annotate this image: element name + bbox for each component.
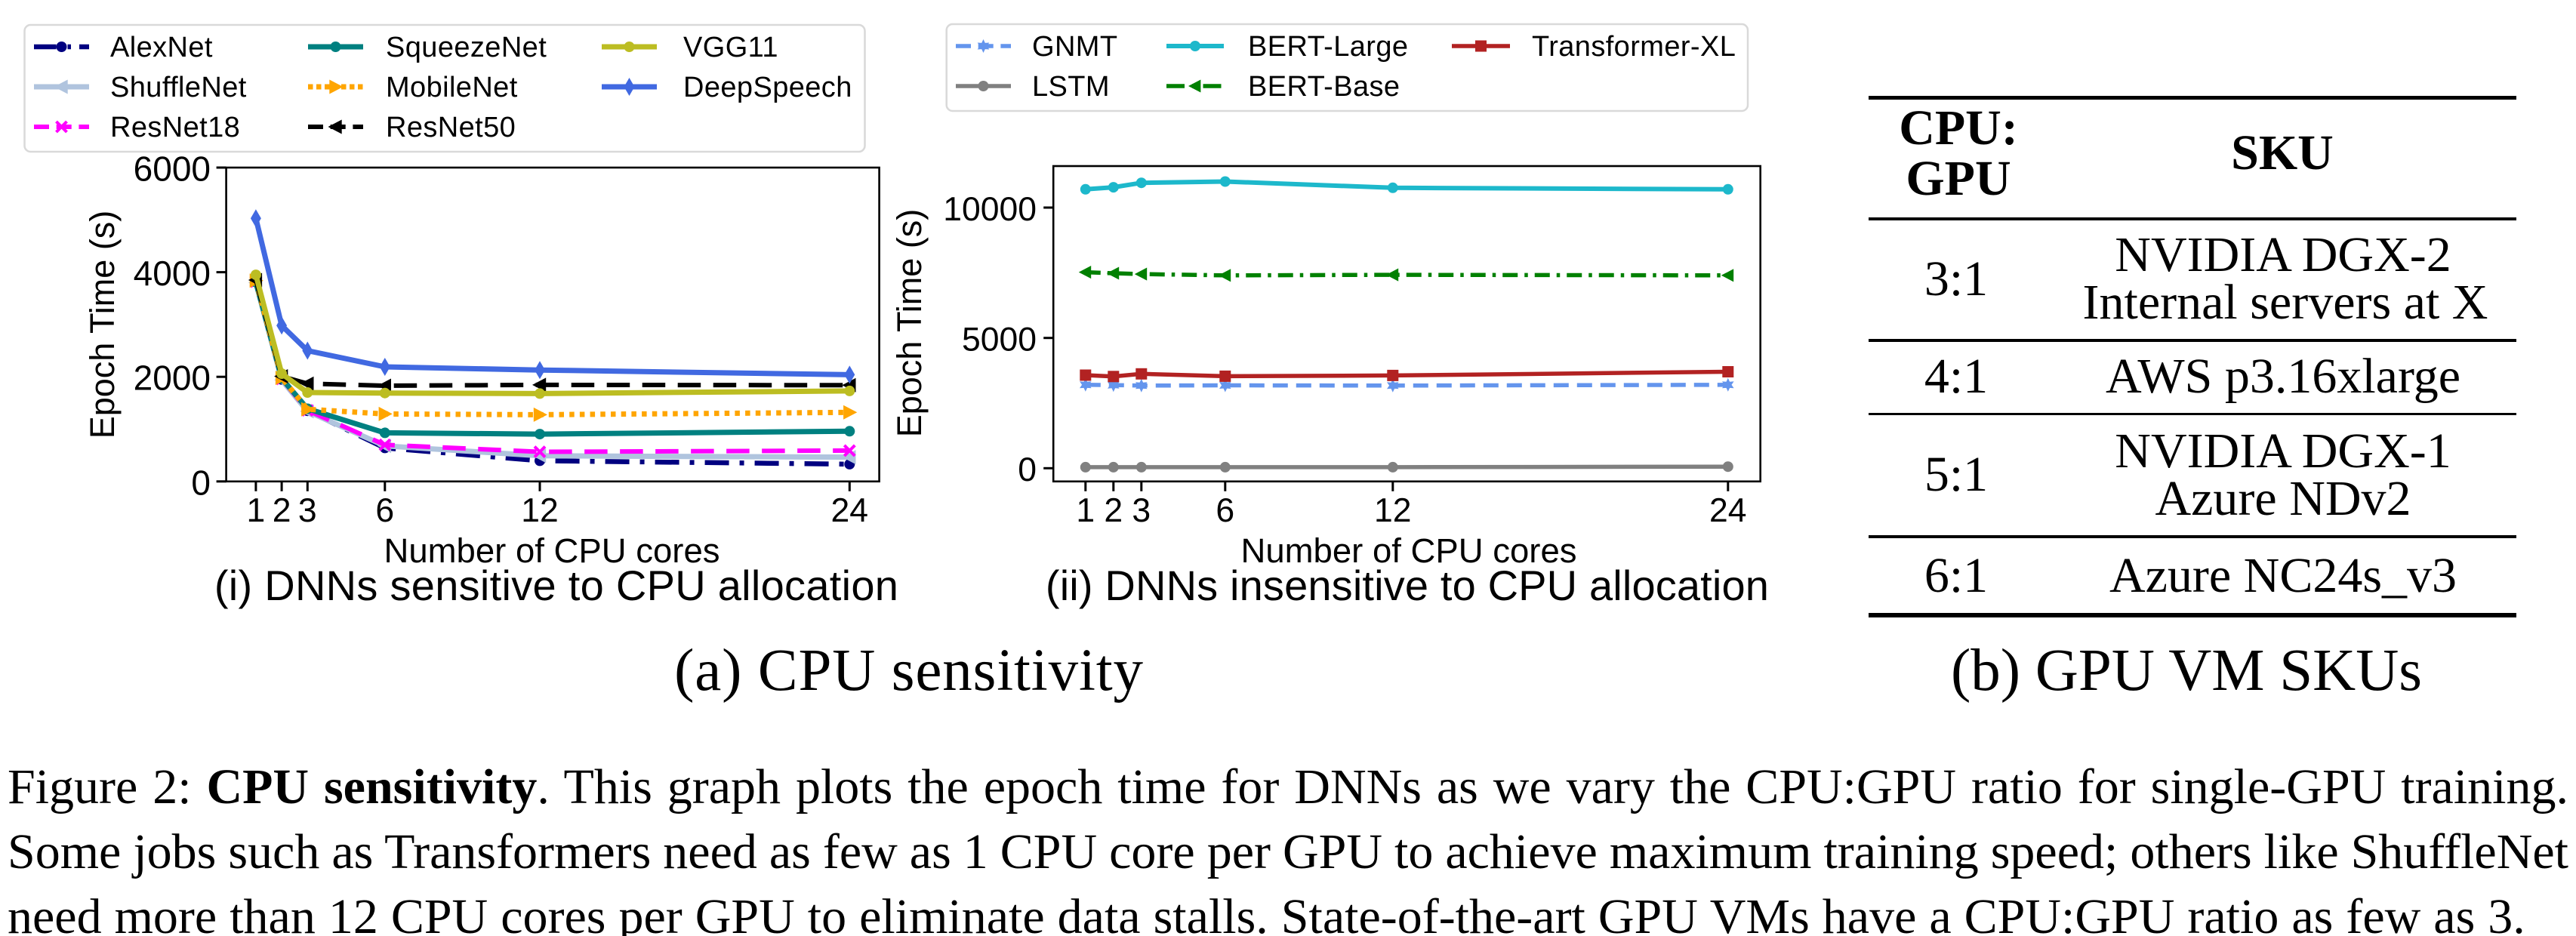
svg-text:1: 1 [1076, 492, 1095, 529]
svg-text:12: 12 [521, 492, 559, 529]
svg-text:12: 12 [1374, 492, 1412, 529]
svg-text:5000: 5000 [962, 322, 1037, 359]
svg-text:(i) DNNs sensitive to CPU allo: (i) DNNs sensitive to CPU allocation [214, 562, 898, 609]
svg-text:2000: 2000 [134, 359, 211, 398]
svg-text:2: 2 [1104, 492, 1123, 529]
svg-text:ResNet18: ResNet18 [110, 112, 240, 143]
svg-text:24: 24 [831, 492, 869, 529]
svg-text:ResNet50: ResNet50 [386, 112, 516, 143]
svg-text:10000: 10000 [943, 191, 1037, 228]
svg-text:3: 3 [298, 492, 317, 529]
svg-text:LSTM: LSTM [1032, 71, 1110, 103]
svg-text:3: 3 [1132, 492, 1151, 529]
svg-text:0: 0 [191, 463, 211, 502]
svg-text:BERT-Large: BERT-Large [1248, 31, 1408, 63]
svg-text:VGG11: VGG11 [683, 32, 778, 63]
svg-text:1: 1 [247, 492, 266, 529]
svg-text:ShuffleNet: ShuffleNet [110, 72, 247, 103]
svg-text:24: 24 [1709, 492, 1747, 529]
svg-text:DeepSpeech: DeepSpeech [683, 72, 852, 103]
svg-text:GNMT: GNMT [1032, 31, 1117, 63]
svg-text:0: 0 [1018, 451, 1037, 488]
svg-text:Number of CPU cores: Number of CPU cores [1240, 531, 1576, 570]
svg-text:Number of CPU cores: Number of CPU cores [384, 531, 719, 570]
svg-text:Transformer-XL: Transformer-XL [1532, 31, 1736, 63]
svg-text:4000: 4000 [134, 254, 211, 293]
svg-text:(ii) DNNs insensitive to CPU a: (ii) DNNs insensitive to CPU allocation [1046, 562, 1769, 609]
svg-text:MobileNet: MobileNet [386, 72, 518, 103]
svg-text:2: 2 [273, 492, 291, 529]
svg-text:BERT-Base: BERT-Base [1248, 71, 1400, 103]
svg-text:6000: 6000 [134, 149, 211, 189]
svg-text:Epoch Time (s): Epoch Time (s) [890, 209, 929, 438]
svg-text:6: 6 [375, 492, 394, 529]
svg-text:AlexNet: AlexNet [110, 32, 213, 63]
svg-text:Epoch Time (s): Epoch Time (s) [83, 211, 122, 439]
svg-text:SqueezeNet: SqueezeNet [386, 32, 547, 63]
svg-text:6: 6 [1216, 492, 1234, 529]
